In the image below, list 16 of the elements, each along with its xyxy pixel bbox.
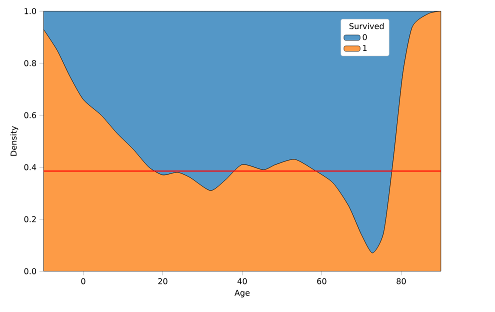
y-tick-label: 1.0: [24, 8, 36, 14]
x-tick-label: 60: [317, 278, 326, 284]
y-tick-label: 0.4: [24, 164, 36, 170]
legend-title: Survived: [349, 22, 384, 29]
x-tick-label: 80: [396, 278, 406, 284]
y-tick-label: 0.2: [24, 216, 36, 222]
legend-label: 0: [362, 34, 367, 40]
x-tick-label: 40: [237, 278, 247, 284]
y-tick-label: 0.6: [24, 112, 36, 118]
y-axis-title: Density: [10, 126, 18, 156]
x-tick-label: 20: [158, 278, 168, 284]
x-tick-label: 0: [81, 278, 86, 284]
legend-label: 1: [363, 44, 367, 51]
y-tick-label: 0.8: [24, 60, 36, 66]
x-axis-title: Age: [234, 290, 250, 298]
y-tick-label: 0.0: [24, 268, 36, 274]
